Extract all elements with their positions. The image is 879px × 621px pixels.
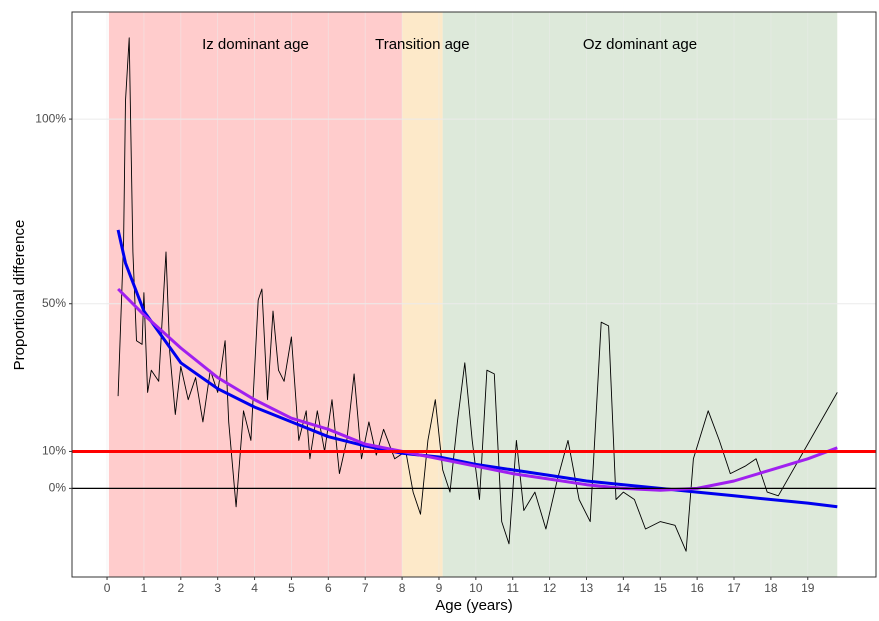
x-tick-label: 15 [654, 581, 668, 595]
x-tick-label: 12 [543, 581, 557, 595]
y-tick-label: 100% [35, 111, 66, 125]
x-tick-label: 6 [325, 581, 332, 595]
age-band [402, 12, 443, 577]
x-tick-label: 4 [251, 581, 258, 595]
series-line [117, 37, 838, 552]
series-line [117, 287, 838, 492]
x-axis-title: Age (years) [435, 597, 513, 614]
age-band [442, 12, 838, 577]
x-tick-label: 18 [764, 581, 778, 595]
y-tick-label: 10% [42, 444, 66, 458]
x-tick-label: 19 [801, 581, 815, 595]
x-tick-label: 17 [727, 581, 741, 595]
x-tick-label: 2 [177, 581, 184, 595]
y-axis-title: Proportional difference [11, 220, 28, 371]
series-line [116, 229, 838, 509]
x-tick-label: 14 [617, 581, 631, 595]
x-tick-label: 8 [399, 581, 406, 595]
y-tick-label: 0% [49, 481, 67, 495]
x-tick-label: 7 [362, 581, 369, 595]
x-tick-label: 1 [141, 581, 148, 595]
x-tick-label: 5 [288, 581, 295, 595]
x-tick-label: 13 [580, 581, 594, 595]
x-tick-label: 11 [506, 581, 519, 595]
x-tick-label: 10 [469, 581, 483, 595]
x-tick-label: 16 [690, 581, 704, 595]
band-label: Oz dominant age [583, 36, 697, 53]
band-label: Iz dominant age [202, 36, 309, 53]
band-label: Transition age [375, 36, 470, 53]
x-tick-label: 0 [104, 581, 111, 595]
panel-border [71, 11, 877, 578]
x-tick-label: 3 [214, 581, 221, 595]
y-tick-label: 50% [42, 296, 66, 310]
age-band [108, 12, 403, 577]
x-tick-label: 9 [436, 581, 443, 595]
